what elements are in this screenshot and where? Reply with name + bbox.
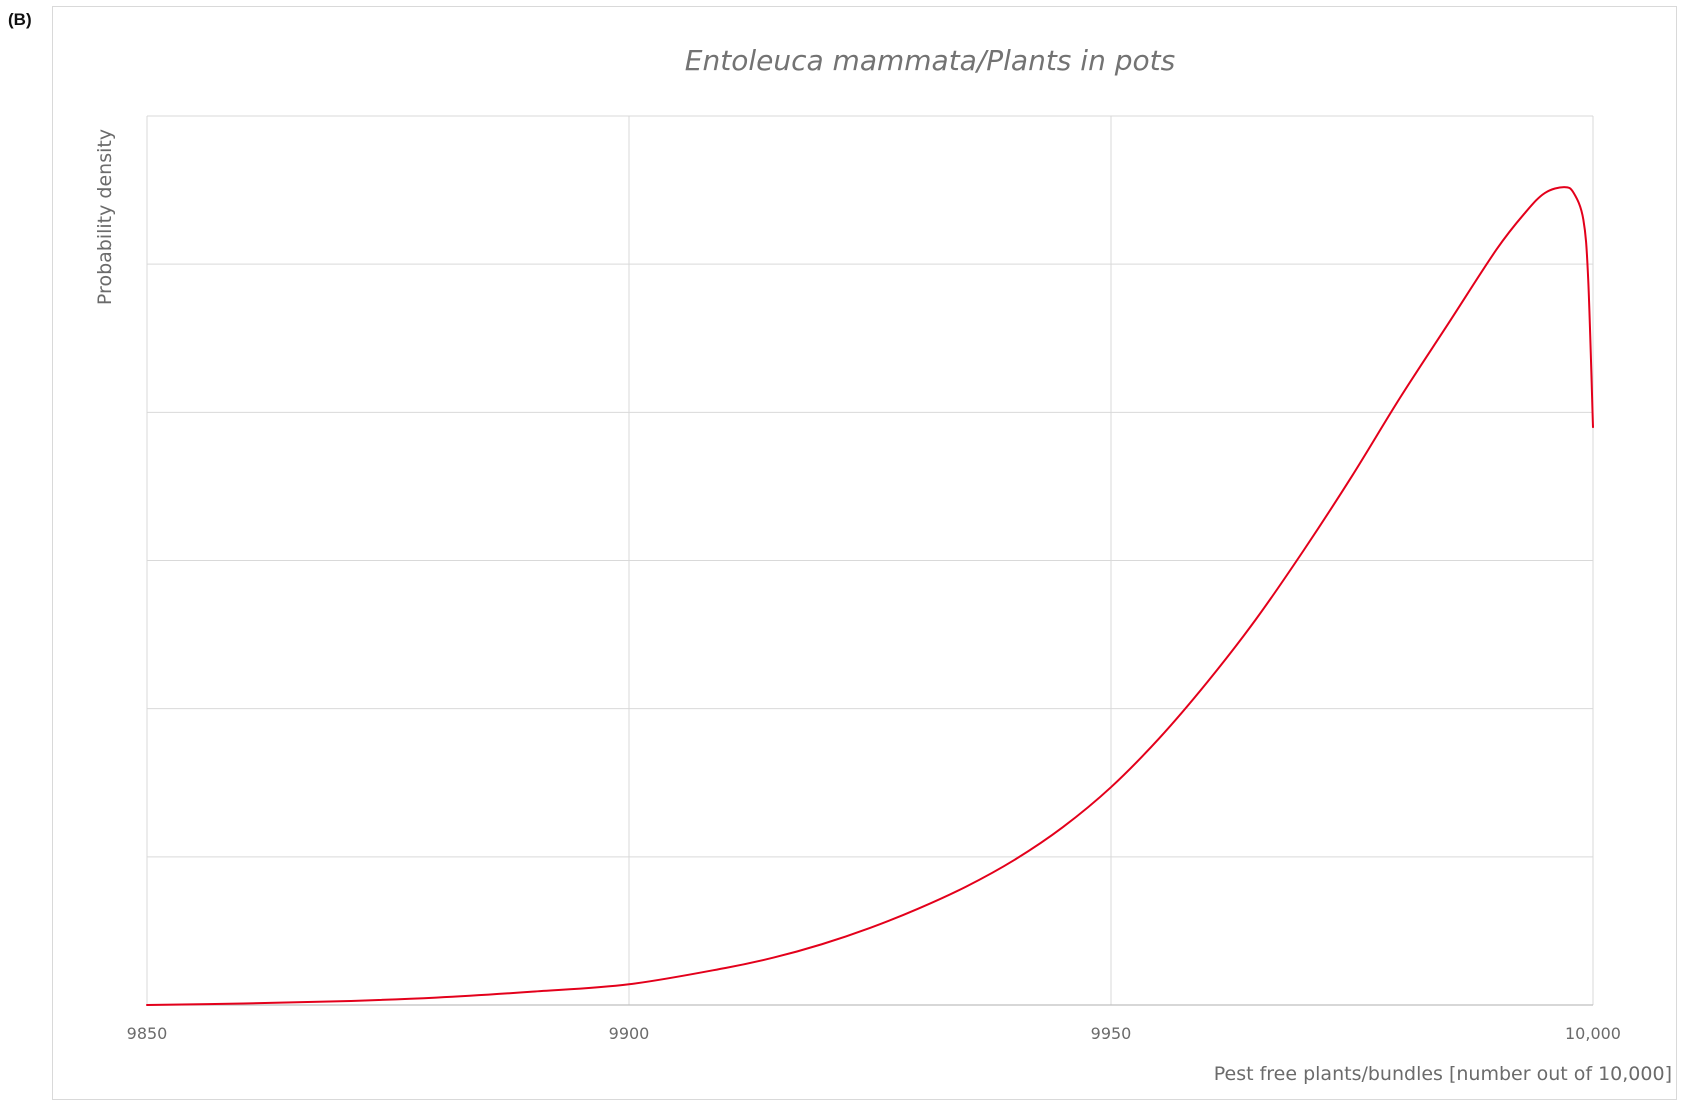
x-tick-label-3: 10,000 bbox=[1565, 1024, 1621, 1043]
axes bbox=[146, 116, 1593, 1006]
x-tick-labels: 9850 9900 9950 10,000 bbox=[127, 1024, 1621, 1043]
x-tick-label-1: 9900 bbox=[609, 1024, 650, 1043]
x-tick-label-0: 9850 bbox=[127, 1024, 168, 1043]
chart-title: Entoleuca mammata/Plants in pots bbox=[685, 44, 1175, 77]
chart-frame bbox=[52, 6, 1677, 1100]
series-layer bbox=[146, 186, 1594, 1006]
y-axis-title: Probability density bbox=[94, 129, 116, 305]
x-tick-label-2: 9950 bbox=[1091, 1024, 1132, 1043]
gridlines bbox=[147, 115, 1594, 1005]
density-curve-0 bbox=[146, 186, 1594, 1006]
panel-label: (B) bbox=[8, 10, 32, 29]
x-axis-title: Pest free plants/bundles [number out of … bbox=[1214, 1063, 1672, 1085]
